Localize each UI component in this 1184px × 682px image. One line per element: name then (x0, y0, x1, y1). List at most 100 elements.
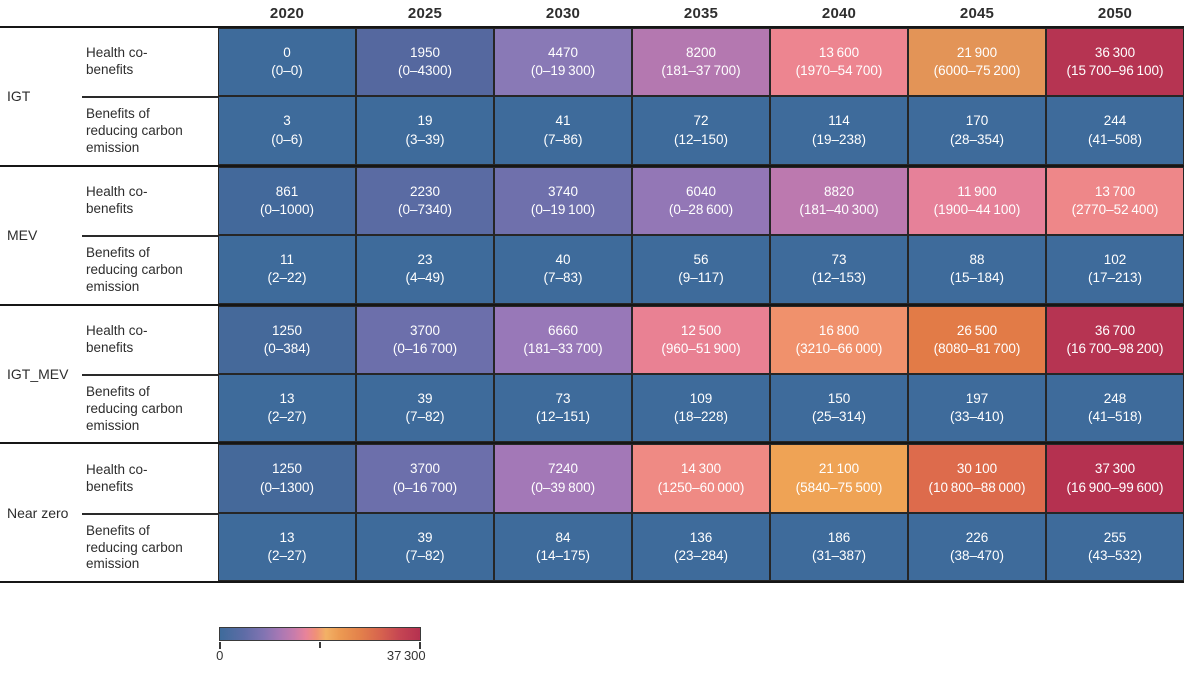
cell-value: 39 (417, 390, 433, 406)
year-header: 2035 (683, 4, 719, 22)
legend-labels: 0 37 300 (216, 648, 426, 666)
cell-range: (3210–66 000) (795, 340, 883, 356)
cell-range: (8080–81 700) (933, 340, 1021, 356)
cell-value: 21 100 (818, 461, 860, 477)
color-scale-legend: 0 37 300 (216, 627, 426, 666)
cell-value: 6040 (685, 183, 717, 199)
heatmap-cell: 13 700 (2770–52 400) (1046, 166, 1184, 236)
cell-range: (4–49) (405, 270, 445, 286)
cell-range: (10 800–88 000) (928, 479, 1026, 495)
cell-value: 73 (555, 390, 571, 406)
scenario-label: MEV (7, 227, 38, 244)
cell-range: (181–33 700) (523, 340, 603, 356)
heatmap-cell: 114 (19–238) (770, 96, 908, 165)
heatmap-cell: 21 900 (6000–75 200) (908, 28, 1046, 97)
year-header: 2020 (269, 4, 305, 22)
cell-value: 226 (965, 529, 989, 545)
cell-range: (2–27) (267, 547, 307, 563)
heatmap-cell: 16 800 (3210–66 000) (770, 305, 908, 374)
heatmap-cell: 2230 (0–7340) (356, 166, 494, 236)
cell-range: (0–28 600) (668, 201, 734, 217)
cell-range: (12–151) (535, 409, 591, 425)
heatmap-cell: 197 (33–410) (908, 373, 1046, 443)
cell-range: (181–37 700) (661, 63, 741, 79)
heatmap-cell: 226 (38–470) (908, 512, 1046, 582)
cell-range: (16 900–99 600) (1066, 479, 1164, 495)
cell-value: 3 (283, 113, 291, 129)
cell-range: (38–470) (949, 547, 1005, 563)
cell-value: 88 (969, 252, 985, 268)
cell-value: 4470 (547, 44, 579, 60)
cell-value: 2230 (409, 183, 441, 199)
heatmap-cell: 36 700 (16 700–98 200) (1046, 305, 1184, 374)
heatmap-cell: 244 (41–508) (1046, 96, 1184, 165)
cell-range: (0–0) (271, 63, 303, 79)
heatmap-cell: 109 (18–228) (632, 373, 770, 443)
cell-value: 8820 (823, 183, 855, 199)
heatmap-cell: 3700 (0–16 700) (356, 305, 494, 374)
cell-range: (28–354) (949, 131, 1005, 147)
heatmap-cell: 7240 (0–39 800) (494, 444, 632, 513)
cell-range: (0–384) (263, 340, 311, 356)
scenario-label: IGT_MEV (7, 365, 69, 382)
cell-range: (25–314) (811, 409, 867, 425)
cell-value: 23 (417, 252, 433, 268)
cell-value: 136 (689, 529, 713, 545)
metric-label: Benefits of reducing carbon emission (82, 235, 218, 303)
metric-label: Health co-benefits (86, 45, 148, 78)
legend-tick-mid (319, 642, 321, 649)
heatmap-cell: 30 100 (10 800–88 000) (908, 444, 1046, 513)
heatmap-cell: 88 (15–184) (908, 235, 1046, 304)
cell-value: 11 900 (957, 183, 997, 199)
cell-range: (7–82) (405, 409, 445, 425)
cell-value: 56 (693, 252, 709, 268)
heatmap-cell: 41 (7–86) (494, 96, 632, 165)
cell-range: (41–508) (1087, 131, 1143, 147)
metric-label: Benefits of reducing carbon emission (82, 373, 218, 442)
scenario-group: IGT Health co-benefits 0 (0–0) 1950 (0–4300) 4… (0, 26, 1184, 165)
cell-range: (1970–54 700) (795, 63, 883, 79)
cell-range: (0–7340) (397, 201, 453, 217)
cell-value: 84 (555, 529, 571, 545)
heatmap-cell: 3700 (0–16 700) (356, 444, 494, 513)
cell-value: 36 300 (1094, 44, 1136, 60)
cell-value: 11 (279, 252, 294, 268)
cell-range: (9–117) (678, 270, 724, 286)
heatmap-cell: 0 (0–0) (218, 28, 356, 97)
cell-value: 0 (283, 44, 291, 60)
heatmap-cell: 14 300 (1250–60 000) (632, 444, 770, 513)
metric-label: Health co-benefits (86, 184, 148, 216)
heatmap-cell: 12 500 (960–51 900) (632, 305, 770, 374)
cell-value: 3700 (409, 322, 441, 338)
cell-value: 255 (1103, 529, 1127, 545)
heatmap-cell: 39 (7–82) (356, 512, 494, 582)
cell-range: (7–83) (543, 270, 583, 286)
heatmap-cell: 8200 (181–37 700) (632, 28, 770, 97)
heatmap-cell: 8820 (181–40 300) (770, 166, 908, 236)
cell-range: (18–228) (673, 409, 729, 425)
heatmap-cell: 39 (7–82) (356, 373, 494, 443)
cell-range: (0–4300) (397, 63, 453, 79)
legend-tick-max (419, 642, 421, 650)
cell-range: (12–153) (811, 270, 867, 286)
cell-value: 8200 (685, 44, 717, 60)
heatmap-cell: 13 (2–27) (218, 512, 356, 582)
heatmap-cell: 102 (17–213) (1046, 235, 1184, 304)
scenario-group: Near zero Health co-benefits 1250 (0–1300) 3… (0, 442, 1184, 582)
cell-value: 861 (275, 183, 299, 199)
cell-value: 1250 (271, 322, 303, 338)
cell-range: (0–1300) (259, 479, 315, 495)
cell-range: (19–238) (811, 131, 867, 147)
cell-value: 1950 (409, 44, 441, 60)
heatmap-cell: 186 (31–387) (770, 512, 908, 582)
cell-value: 170 (965, 113, 989, 129)
cell-value: 13 600 (818, 44, 860, 60)
cell-range: (33–410) (949, 409, 1005, 425)
year-header: 2045 (959, 4, 995, 22)
cell-range: (2–22) (267, 270, 307, 286)
cell-value: 73 (831, 252, 847, 268)
cell-value: 14 300 (680, 461, 722, 477)
cell-value: 26 500 (956, 322, 998, 338)
cell-range: (3–39) (405, 131, 445, 147)
heatmap-cell: 4470 (0–19 300) (494, 28, 632, 97)
